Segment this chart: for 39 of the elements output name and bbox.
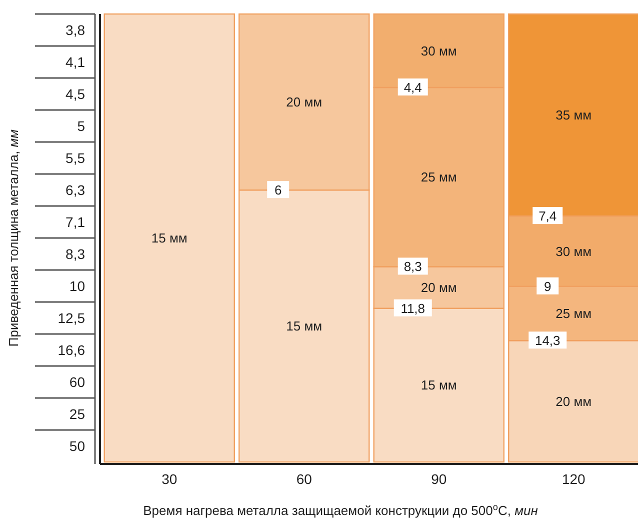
text: 5,5 [66, 150, 86, 166]
annotation: 6 [274, 182, 282, 198]
text: 15 мм [151, 230, 188, 246]
text: 20 мм [286, 94, 322, 110]
text: 15 мм [420, 378, 457, 393]
series-label: 15 мм [286, 318, 322, 334]
annotation: 7,4 [538, 208, 557, 224]
x-tick-label: 90 [431, 471, 447, 487]
text: 25 мм [420, 170, 457, 185]
series-label: 35 мм [556, 108, 592, 123]
text: 25 [69, 406, 86, 422]
x-tick-label: 120 [562, 471, 586, 487]
annotation: 8,3 [404, 259, 422, 274]
annotation: 11,8 [400, 300, 426, 316]
x-axis-title: Время нагрева металла защищаемой конструкции до 500$^{o}$C, мин [143, 502, 538, 518]
text: 3,8 [66, 22, 86, 38]
series-label: 25 мм [556, 306, 592, 322]
text: Приведенная толщина металла, мм [6, 129, 21, 347]
text: 5 [77, 118, 86, 134]
annotation: 14,3 [534, 333, 560, 348]
text: 10 [69, 278, 86, 294]
text: 12,5 [58, 310, 86, 326]
text: 4,5 [66, 86, 86, 102]
annotation: 4,4 [404, 80, 422, 96]
text: 20 мм [556, 394, 592, 409]
text: 6,3 [66, 182, 86, 198]
x-tick-label: 60 [296, 471, 312, 487]
text: 4,1 [66, 54, 86, 70]
series-label: 20 мм [420, 280, 457, 296]
annotation: 9 [544, 278, 552, 294]
text: 50 [69, 438, 86, 454]
text: 30 мм [420, 43, 457, 58]
x-tick-label: 30 [162, 471, 178, 487]
text: 60 [69, 374, 86, 390]
text: 7,1 [66, 214, 86, 230]
text: 16,6 [58, 342, 86, 358]
text: 8,3 [66, 246, 86, 262]
bar [104, 13, 235, 463]
series-label: 30 мм [556, 244, 592, 259]
